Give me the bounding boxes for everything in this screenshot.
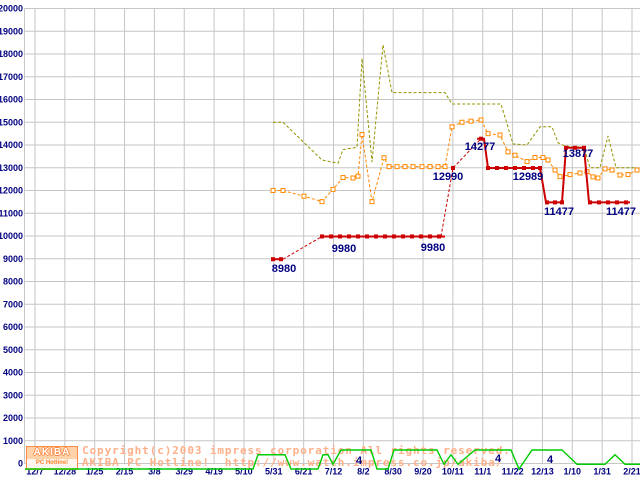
x-axis-label: 4/19	[205, 467, 223, 477]
x-axis-label: 1/31	[593, 467, 611, 477]
x-axis-label: 5/31	[265, 467, 283, 477]
y-axis-label: 7000	[3, 299, 23, 309]
x-axis-label: 5/10	[235, 467, 253, 477]
x-axis-label: 8/2	[357, 467, 370, 477]
x-axis-label: 1/25	[86, 467, 104, 477]
x-axis-label: 3/29	[175, 467, 193, 477]
x-axis-label: 6/21	[295, 467, 313, 477]
x-axis-label: 3/8	[148, 467, 161, 477]
x-axis-label: 12/13	[531, 467, 554, 477]
y-axis-label: 6000	[3, 322, 23, 332]
y-axis-label: 12000	[0, 186, 23, 196]
x-axis-label: 8/30	[384, 467, 402, 477]
y-axis-label: 1000	[3, 436, 23, 446]
y-axis-label: 5000	[3, 345, 23, 355]
y-axis-label: 0	[18, 459, 23, 469]
y-axis-label: 9000	[3, 254, 23, 264]
y-axis-label: 10000	[0, 231, 23, 241]
y-axis-label: 19000	[0, 26, 23, 36]
y-axis-label: 3000	[3, 390, 23, 400]
x-axis-label: 10/11	[442, 467, 464, 477]
x-axis-label: 9/20	[414, 467, 432, 477]
akiba-logo-title: AKIBA	[33, 447, 71, 458]
x-axis-label: 2/21	[623, 467, 640, 477]
x-axis-label: 11/22	[502, 467, 524, 477]
y-axis-label: 8000	[3, 277, 23, 287]
copyright-line-2: AKIBA PC Hotline! http://www.watch.impre…	[82, 456, 504, 469]
akiba-logo-subtitle: PC Hotline!	[27, 459, 77, 468]
x-axis-label: 11/1	[474, 467, 491, 477]
y-axis-label: 13000	[0, 163, 23, 173]
y-axis-label: 2000	[3, 413, 23, 423]
y-axis-label: 17000	[0, 72, 23, 82]
y-axis-label: 11000	[0, 208, 23, 218]
y-axis-label: 4000	[3, 368, 23, 378]
y-axis-label: 15000	[0, 117, 23, 127]
y-axis-label: 14000	[0, 140, 23, 150]
y-axis-label: 16000	[0, 95, 23, 105]
y-axis-label: 18000	[0, 49, 23, 59]
akiba-pc-hotline-logo[interactable]: AKIBA PC Hotline!	[26, 446, 78, 470]
x-axis-label: 2/15	[116, 467, 134, 477]
x-axis-label: 7/12	[325, 467, 343, 477]
x-axis-label: 12/28	[54, 467, 77, 477]
x-axis-label: 1/10	[564, 467, 582, 477]
x-axis-label: 12/7	[26, 467, 44, 477]
y-axis-label: 20000	[0, 4, 23, 14]
